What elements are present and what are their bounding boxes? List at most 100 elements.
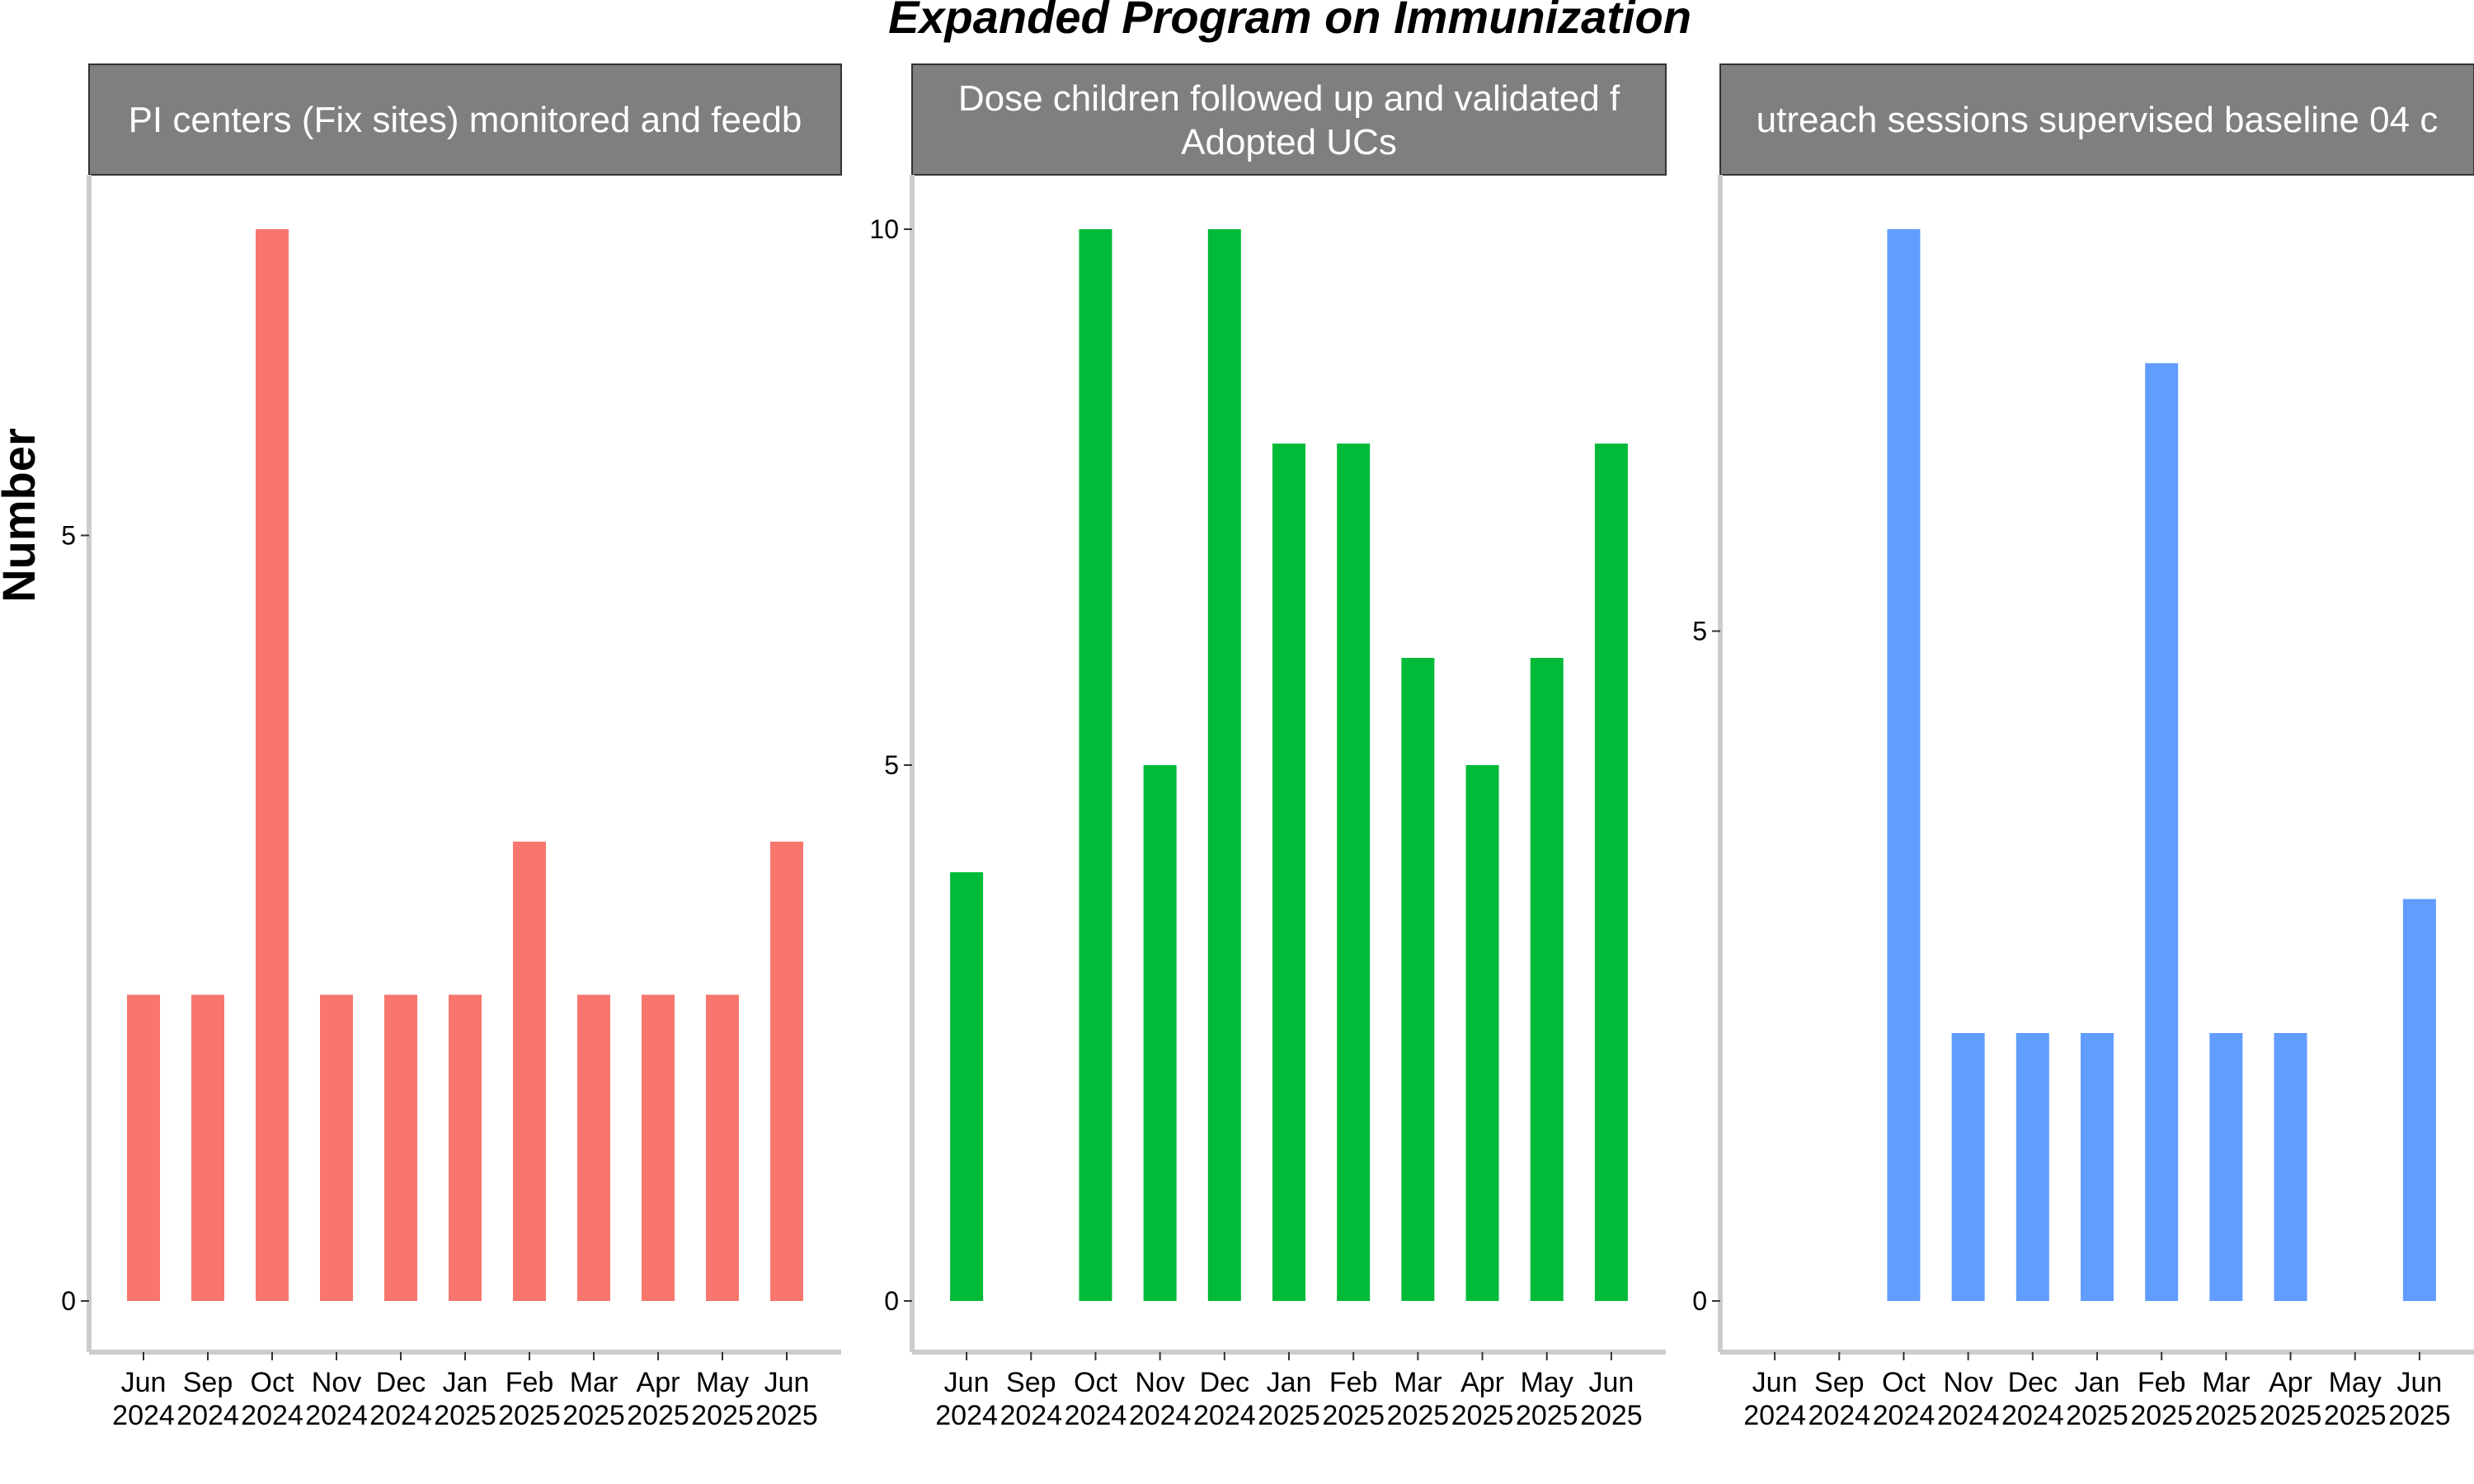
x-tick-label-month: Feb [506,1367,554,1398]
bar-sep-2024 [191,994,224,1301]
x-tick-label-year: 2024 [112,1400,175,1431]
x-tick-label-month: Nov [1943,1367,1992,1398]
panel-strip [88,63,842,176]
x-tick-label-month: Sep [1814,1367,1865,1398]
x-tick-label-month: Oct [251,1367,294,1398]
x-tick-label-year: 2024 [1193,1400,1256,1431]
y-tick-label: 0 [1692,1286,1707,1316]
x-tick-label-year: 2024 [2001,1400,2064,1431]
bar-mar-2025 [2209,1033,2243,1301]
y-tick-label: 5 [1692,617,1707,646]
x-tick-label-month: Jun [1588,1367,1634,1398]
x-tick-label-year: 2025 [755,1400,818,1431]
x-tick-label-month: Sep [183,1367,233,1398]
bar-oct-2024 [1887,229,1921,1301]
x-tick-label-year: 2025 [2066,1400,2128,1431]
x-tick-label-year: 2025 [1516,1400,1578,1431]
bar-nov-2024 [320,994,353,1301]
x-tick-label-month: May [696,1367,749,1398]
bar-jun-2024 [950,872,984,1301]
x-tick-label-year: 2024 [999,1400,1062,1431]
bar-apr-2025 [2274,1033,2307,1301]
x-tick-label-month: Jun [944,1367,990,1398]
x-tick-label-year: 2024 [176,1400,239,1431]
panel-strip [911,63,1667,176]
x-tick-label-month: Jan [443,1367,488,1398]
bar-dec-2024 [384,994,417,1301]
x-tick-label-month: Mar [2202,1367,2251,1398]
x-tick-label-year: 2024 [1873,1400,1935,1431]
x-tick-label-year: 2025 [2388,1400,2451,1431]
bar-jun-2025 [2402,899,2436,1301]
x-tick-label-month: Apr [1460,1367,1504,1398]
x-tick-label-year: 2025 [1322,1400,1385,1431]
x-tick-label-year: 2025 [691,1400,754,1431]
bar-feb-2025 [513,841,546,1301]
bar-apr-2025 [642,994,675,1301]
x-tick-label-month: Feb [2138,1367,2186,1398]
bar-dec-2024 [1207,229,1241,1301]
y-tick-label: 0 [61,1286,76,1316]
x-tick-label-year: 2024 [1065,1400,1127,1431]
bar-may-2025 [1530,658,1564,1301]
x-tick-label-month: Feb [1329,1367,1378,1398]
x-tick-label-month: Jun [2396,1367,2442,1398]
x-tick-label-month: May [1521,1367,1573,1398]
panel-title: utreach sessions supervised baseline 04 … [1757,100,2439,140]
panel-title: PI centers (Fix sites) monitored and fee… [129,100,802,140]
panel-3: utreach sessions supervised baseline 04 … [1692,63,2474,1431]
x-tick-label-month: Jan [1267,1367,1312,1398]
x-tick-label-month: May [2329,1367,2382,1398]
bar-oct-2024 [256,229,289,1301]
x-tick-label-year: 2025 [498,1400,561,1431]
bar-mar-2025 [1401,658,1435,1301]
x-tick-label-month: Nov [312,1367,361,1398]
x-tick-label-month: Apr [637,1367,680,1398]
bar-mar-2025 [577,994,610,1301]
bar-nov-2024 [1143,765,1177,1301]
x-tick-label-month: Dec [2008,1367,2058,1398]
bar-oct-2024 [1079,229,1112,1301]
bar-may-2025 [706,994,739,1301]
bar-apr-2025 [1465,765,1499,1301]
x-tick-label-year: 2024 [369,1400,432,1431]
x-tick-label-year: 2025 [2324,1400,2387,1431]
x-tick-label-month: Jun [1752,1367,1798,1398]
x-tick-label-month: Sep [1006,1367,1056,1398]
x-tick-label-year: 2024 [1937,1400,2000,1431]
bar-jun-2025 [1594,444,1628,1301]
panel-2: Dose children followed up and validated … [869,63,1667,1431]
bar-feb-2025 [2145,363,2179,1301]
panel-title: Dose children followed up and validated … [958,78,1620,119]
y-tick-label: 5 [61,520,76,550]
x-tick-label-year: 2024 [1743,1400,1806,1431]
bar-jan-2025 [1272,444,1305,1301]
chart-title: Expanded Program on Immunization [888,0,1691,43]
x-tick-label-month: Mar [570,1367,618,1398]
x-tick-label-month: Jun [121,1367,167,1398]
x-tick-label-year: 2024 [241,1400,303,1431]
x-tick-label-month: Dec [1200,1367,1249,1398]
panel-strip [1719,63,2474,176]
x-tick-label-month: Nov [1135,1367,1184,1398]
x-tick-label-year: 2024 [1808,1400,1870,1431]
bar-nov-2024 [1951,1033,1985,1301]
y-tick-label: 0 [884,1286,899,1316]
x-tick-label-year: 2025 [1451,1400,1514,1431]
x-tick-label-year: 2024 [1129,1400,1192,1431]
x-tick-label-year: 2025 [434,1400,496,1431]
y-axis-label: Number [0,428,45,603]
x-tick-label-month: Oct [1074,1367,1117,1398]
panel-1: PI centers (Fix sites) monitored and fee… [61,63,842,1431]
x-tick-label-month: Jun [764,1367,810,1398]
x-tick-label-month: Jan [2075,1367,2120,1398]
bar-jan-2025 [449,994,482,1301]
x-tick-label-year: 2025 [562,1400,625,1431]
x-tick-label-year: 2025 [2195,1400,2258,1431]
x-tick-label-month: Dec [376,1367,426,1398]
bar-dec-2024 [2015,1033,2049,1301]
x-tick-label-month: Apr [2269,1367,2312,1398]
x-tick-label-year: 2025 [1258,1400,1320,1431]
x-tick-label-year: 2024 [935,1400,998,1431]
